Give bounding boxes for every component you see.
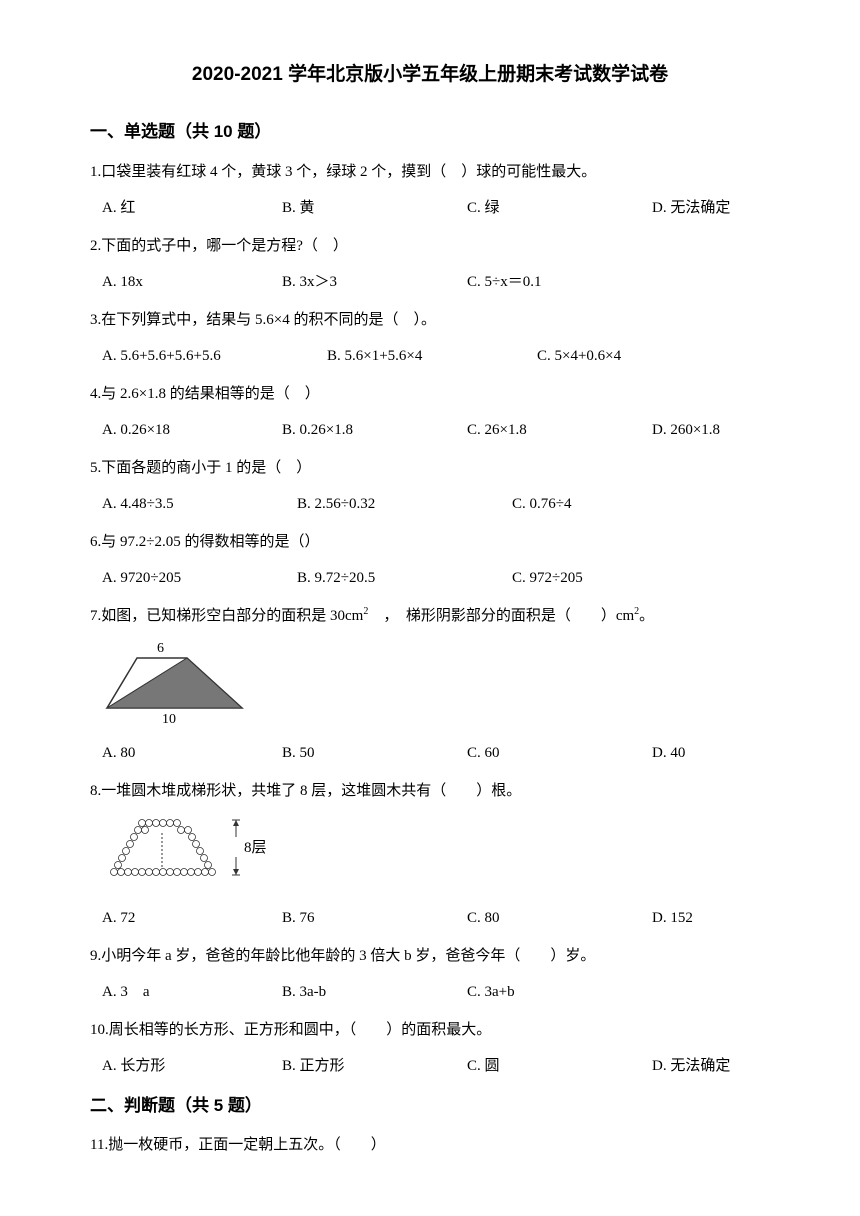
q7-opt-a: A. 80 [102, 741, 282, 765]
q7-text-after: 。 [639, 608, 654, 624]
q6-options: A. 9720÷205 B. 9.72÷20.5 C. 972÷205 [90, 566, 770, 590]
q4-text: 4.与 2.6×1.8 的结果相等的是（ ） [90, 382, 770, 406]
question-4: 4.与 2.6×1.8 的结果相等的是（ ） A. 0.26×18 B. 0.2… [90, 382, 770, 442]
question-9: 9.小明今年 a 岁，爸爸的年龄比他年龄的 3 倍大 b 岁，爸爸今年（ ）岁。… [90, 944, 770, 1004]
q5-options: A. 4.48÷3.5 B. 2.56÷0.32 C. 0.76÷4 [90, 492, 770, 516]
q3-options: A. 5.6+5.6+5.6+5.6 B. 5.6×1+5.6×4 C. 5×4… [90, 344, 770, 368]
question-3: 3.在下列算式中，结果与 5.6×4 的积不同的是（ ）。 A. 5.6+5.6… [90, 308, 770, 368]
q6-opt-c: C. 972÷205 [512, 566, 583, 590]
q1-opt-a: A. 红 [102, 196, 282, 220]
q6-opt-b: B. 9.72÷20.5 [297, 566, 512, 590]
q6-text: 6.与 97.2÷2.05 的得数相等的是（） [90, 530, 770, 554]
trapezoid-figure: 6 10 [102, 640, 770, 733]
trap-bottom-label: 10 [162, 712, 176, 725]
q9-opt-b: B. 3a-b [282, 980, 467, 1004]
q7-opt-b: B. 50 [282, 741, 467, 765]
question-8: 8.一堆圆木堆成梯形状，共堆了 8 层，这堆圆木共有（ ）根。 [90, 779, 770, 930]
q8-opt-a: A. 72 [102, 906, 282, 930]
q7-text: 7.如图，已知梯形空白部分的面积是 30cm2 ， 梯形阴影部分的面积是（ ）c… [90, 604, 770, 628]
q5-opt-b: B. 2.56÷0.32 [297, 492, 512, 516]
q1-opt-c: C. 绿 [467, 196, 652, 220]
q8-opt-c: C. 80 [467, 906, 652, 930]
q1-text: 1.口袋里装有红球 4 个，黄球 3 个，绿球 2 个，摸到（ ）球的可能性最大… [90, 160, 770, 184]
q10-options: A. 长方形 B. 正方形 C. 圆 D. 无法确定 [90, 1054, 770, 1078]
q3-opt-b: B. 5.6×1+5.6×4 [327, 344, 537, 368]
q4-opt-c: C. 26×1.8 [467, 418, 652, 442]
q3-text: 3.在下列算式中，结果与 5.6×4 的积不同的是（ ）。 [90, 308, 770, 332]
q2-opt-c: C. 5÷x＝0.1 [467, 270, 652, 294]
q8-text: 8.一堆圆木堆成梯形状，共堆了 8 层，这堆圆木共有（ ）根。 [90, 779, 770, 803]
trapezoid-shaded [107, 658, 242, 708]
q9-opt-c: C. 3a+b [467, 980, 652, 1004]
question-5: 5.下面各题的商小于 1 的是（ ） A. 4.48÷3.5 B. 2.56÷0… [90, 456, 770, 516]
q9-options: A. 3 a B. 3a-b C. 3a+b [90, 980, 770, 1004]
q6-opt-a: A. 9720÷205 [102, 566, 297, 590]
q7-options: A. 80 B. 50 C. 60 D. 40 [90, 741, 770, 765]
q4-opt-b: B. 0.26×1.8 [282, 418, 467, 442]
logs-figure: 8层 [102, 815, 770, 898]
q10-opt-b: B. 正方形 [282, 1054, 467, 1078]
question-2: 2.下面的式子中，哪一个是方程?（ ） A. 18x B. 3x＞3 C. 5÷… [90, 234, 770, 294]
layer-label: 8层 [244, 840, 267, 856]
trap-top-label: 6 [157, 641, 164, 656]
q9-opt-a: A. 3 a [102, 980, 282, 1004]
log-pile [111, 819, 216, 875]
question-10: 10.周长相等的长方形、正方形和圆中，（ ）的面积最大。 A. 长方形 B. 正… [90, 1018, 770, 1078]
q2-text: 2.下面的式子中，哪一个是方程?（ ） [90, 234, 770, 258]
q3-opt-a: A. 5.6+5.6+5.6+5.6 [102, 344, 327, 368]
page-title: 2020-2021 学年北京版小学五年级上册期末考试数学试卷 [90, 60, 770, 90]
question-6: 6.与 97.2÷2.05 的得数相等的是（） A. 9720÷205 B. 9… [90, 530, 770, 590]
question-11: 11.抛一枚硬币，正面一定朝上五次。（ ） [90, 1133, 770, 1157]
q3-opt-c: C. 5×4+0.6×4 [537, 344, 621, 368]
q4-opt-d: D. 260×1.8 [652, 418, 720, 442]
question-1: 1.口袋里装有红球 4 个，黄球 3 个，绿球 2 个，摸到（ ）球的可能性最大… [90, 160, 770, 220]
q1-opt-d: D. 无法确定 [652, 196, 730, 220]
q8-options: A. 72 B. 76 C. 80 D. 152 [90, 906, 770, 930]
q5-text: 5.下面各题的商小于 1 的是（ ） [90, 456, 770, 480]
q11-text: 11.抛一枚硬币，正面一定朝上五次。（ ） [90, 1133, 770, 1157]
q4-opt-a: A. 0.26×18 [102, 418, 282, 442]
question-7: 7.如图，已知梯形空白部分的面积是 30cm2 ， 梯形阴影部分的面积是（ ）c… [90, 604, 770, 765]
section-2-header: 二、判断题（共 5 题） [90, 1092, 770, 1119]
q1-options: A. 红 B. 黄 C. 绿 D. 无法确定 [90, 196, 770, 220]
q9-text: 9.小明今年 a 岁，爸爸的年龄比他年龄的 3 倍大 b 岁，爸爸今年（ ）岁。 [90, 944, 770, 968]
q2-opt-a: A. 18x [102, 270, 282, 294]
q8-opt-b: B. 76 [282, 906, 467, 930]
q2-options: A. 18x B. 3x＞3 C. 5÷x＝0.1 [90, 270, 770, 294]
q7-text-before: 7.如图，已知梯形空白部分的面积是 30cm [90, 608, 363, 624]
q1-opt-b: B. 黄 [282, 196, 467, 220]
q10-opt-c: C. 圆 [467, 1054, 652, 1078]
q10-text: 10.周长相等的长方形、正方形和圆中，（ ）的面积最大。 [90, 1018, 770, 1042]
q7-text-mid: ， 梯形阴影部分的面积是（ ）cm [368, 608, 634, 624]
q10-opt-a: A. 长方形 [102, 1054, 282, 1078]
q10-opt-d: D. 无法确定 [652, 1054, 730, 1078]
section-1-header: 一、单选题（共 10 题） [90, 118, 770, 145]
q7-opt-c: C. 60 [467, 741, 652, 765]
q7-opt-d: D. 40 [652, 741, 685, 765]
q8-opt-d: D. 152 [652, 906, 693, 930]
q2-opt-b: B. 3x＞3 [282, 270, 467, 294]
q5-opt-c: C. 0.76÷4 [512, 492, 572, 516]
q4-options: A. 0.26×18 B. 0.26×1.8 C. 26×1.8 D. 260×… [90, 418, 770, 442]
q5-opt-a: A. 4.48÷3.5 [102, 492, 297, 516]
